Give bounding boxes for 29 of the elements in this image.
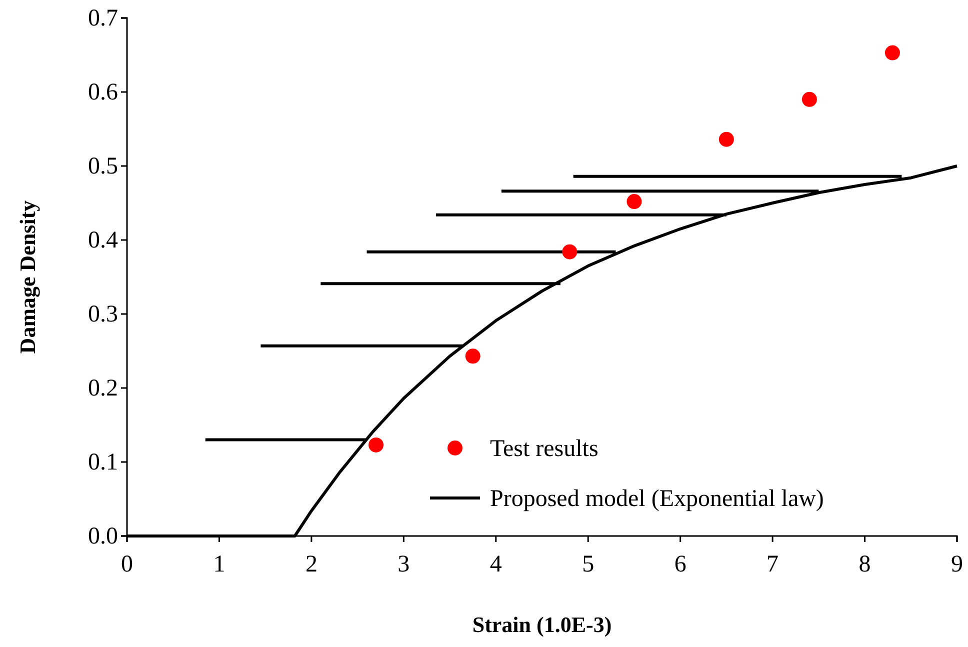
y-tick-label: 0.3 [88, 302, 118, 328]
y-tick-label: 0.0 [88, 524, 118, 550]
point [562, 244, 578, 260]
x-tick-label: 3 [398, 551, 410, 578]
point [802, 92, 817, 107]
x-tick-label: 8 [858, 551, 871, 578]
x-tick-label: 5 [582, 551, 594, 578]
y-axis-title: Damage Density [15, 200, 40, 354]
y-tick-label: 0.5 [88, 154, 118, 180]
point [368, 437, 384, 452]
x-tick-label: 1 [213, 551, 226, 578]
x-axis-title: Strain (1.0E-3) [472, 612, 612, 637]
legend-label: Proposed model (Exponential law) [490, 486, 824, 512]
y-tick-label: 0.6 [88, 80, 118, 106]
x-tick-label: 2 [305, 551, 318, 578]
y-tick-label: 0.1 [88, 450, 118, 476]
point [465, 348, 480, 364]
x-tick-label: 6 [674, 551, 686, 578]
legend-label: Test results [490, 436, 598, 462]
x-tick-label: 4 [490, 551, 502, 578]
x-tick-label: 7 [766, 551, 779, 578]
x-tick-label: 9 [951, 551, 963, 578]
y-tick-label: 0.7 [88, 6, 118, 32]
y-tick-label: 0.2 [88, 376, 118, 402]
x-tick-label: 0 [121, 551, 133, 578]
point [718, 132, 734, 147]
point [626, 194, 642, 210]
point [884, 45, 900, 60]
y-tick-label: 0.4 [88, 228, 118, 254]
